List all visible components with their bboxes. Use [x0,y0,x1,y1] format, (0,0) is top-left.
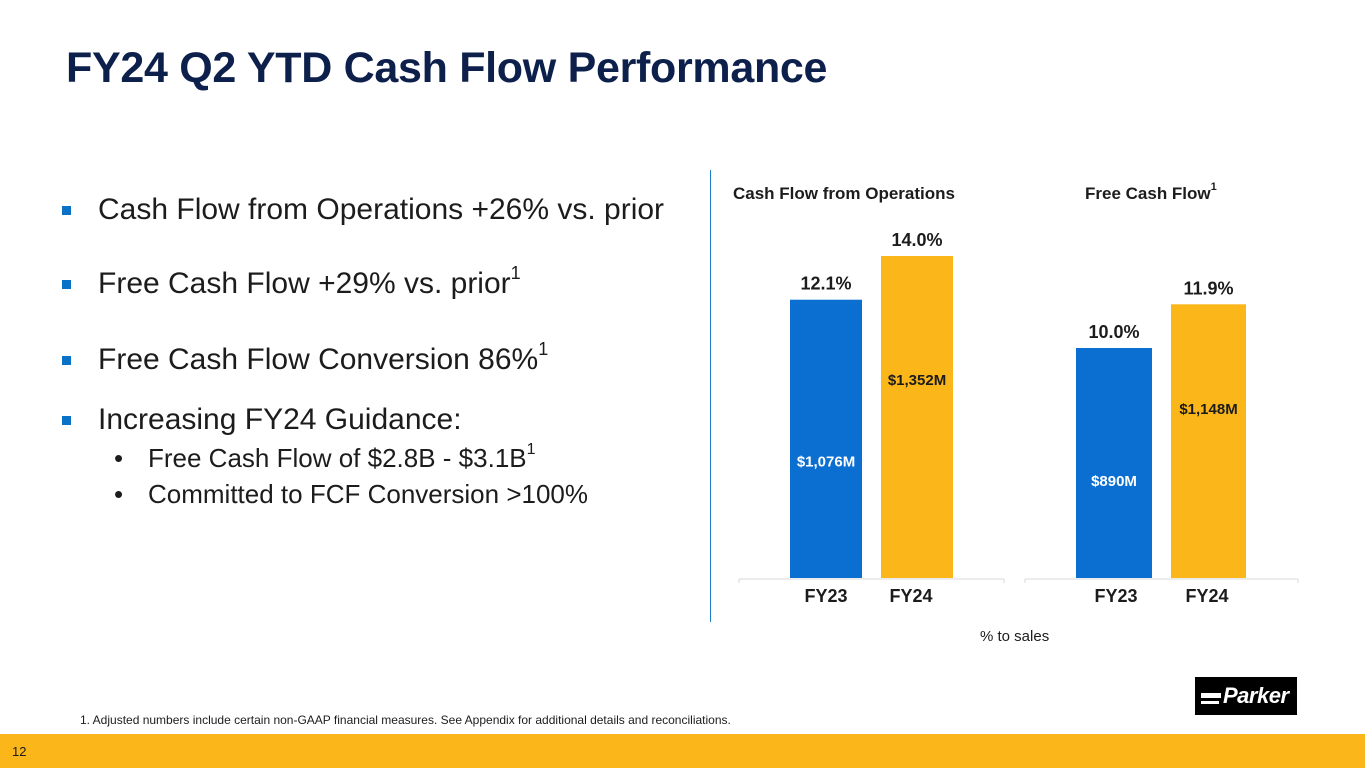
value-label: $890M [1091,473,1137,490]
bullet-square-icon [62,280,71,289]
bullet-square-icon [62,356,71,365]
footer-bar: 12 [0,734,1365,768]
page-title: FY24 Q2 YTD Cash Flow Performance [66,44,828,92]
footnote-ref: 1 [526,441,536,458]
chart-title-operations: Cash Flow from Operations [733,184,955,204]
sub-bullet-marker: • [114,479,124,509]
sub-bullet-text: Free Cash Flow of $2.8B - $3.1B [148,443,527,473]
sub-bullet-text: Committed to FCF Conversion >100% [148,479,589,509]
category-label: FY23 [804,586,847,606]
category-label: FY24 [1185,586,1228,606]
bar-fy24 [881,256,953,578]
bullet-text: Free Cash Flow Conversion 86% [98,343,539,376]
logo-mark-icon [1201,693,1221,704]
chart-title-free-cash-flow: Free Cash Flow1 [1085,181,1217,204]
value-label: $1,076M [797,454,855,471]
vertical-divider [710,170,711,622]
category-label: FY24 [889,586,932,606]
category-label: FY23 [1094,586,1137,606]
footnote: 1. Adjusted numbers include certain non-… [80,713,731,727]
sub-bullet-marker: • [114,443,124,473]
value-label: $1,352M [888,372,946,389]
bar-fy23 [1076,348,1152,578]
logo-text: Parker [1223,683,1289,708]
bullet-text: Cash Flow from Operations +26% vs. prior [98,193,665,226]
footnote-ref: 1 [1210,181,1217,193]
chart-note: % to sales [980,628,1050,645]
bullet-text: Free Cash Flow +29% vs. prior [98,267,511,300]
pct-label: 12.1% [800,274,851,294]
parker-logo: Parker [1195,677,1297,715]
bullet-square-icon [62,416,71,425]
pct-label: 11.9% [1183,278,1233,298]
footnote-ref: 1 [510,263,521,283]
page-number: 12 [12,744,27,759]
bar-fy23 [790,299,862,578]
bullet-text: Increasing FY24 Guidance: [98,403,462,436]
pct-label: 10.0% [1088,322,1139,342]
pct-label: 14.0% [891,230,942,250]
bullet-square-icon [62,206,71,215]
chart-title-text: Cash Flow from Operations [733,184,955,203]
value-label: $1,148M [1179,401,1237,418]
chart-title-text: Free Cash Flow [1085,184,1211,203]
footnote-ref: 1 [538,339,549,359]
bar-fy24 [1171,304,1246,578]
